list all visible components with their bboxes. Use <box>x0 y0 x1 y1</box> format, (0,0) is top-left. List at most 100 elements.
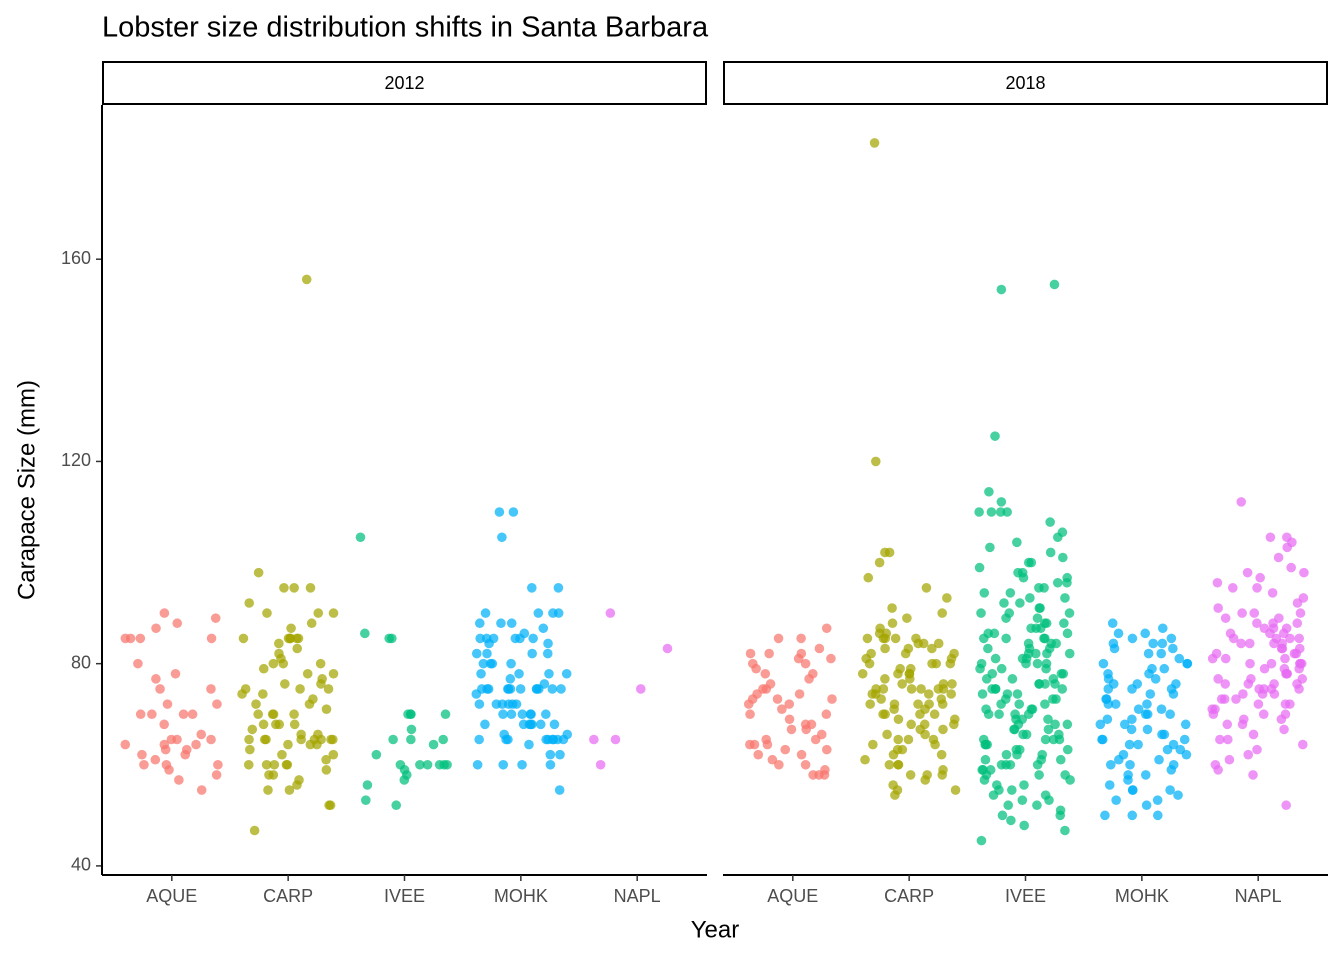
data-point <box>438 734 449 745</box>
data-point <box>1285 633 1295 644</box>
data-point <box>880 674 890 684</box>
data-point <box>147 709 157 720</box>
data-point <box>211 770 222 780</box>
data-point <box>533 608 544 618</box>
data-point <box>1289 648 1300 659</box>
data-point <box>283 739 293 750</box>
data-point <box>210 613 221 623</box>
data-point <box>950 785 961 795</box>
data-point <box>151 623 161 634</box>
data-point <box>485 658 496 669</box>
data-point <box>505 674 516 684</box>
data-point <box>774 759 784 770</box>
data-point <box>1062 744 1073 755</box>
data-point <box>1015 598 1025 608</box>
data-point <box>406 734 416 745</box>
data-point <box>1252 618 1262 629</box>
data-point <box>1156 648 1167 659</box>
data-point <box>1060 593 1070 603</box>
data-point <box>905 770 916 780</box>
data-point <box>1148 638 1158 649</box>
data-point <box>1001 613 1011 623</box>
data-point <box>876 694 886 704</box>
data-point <box>525 709 536 720</box>
data-point <box>1055 810 1066 821</box>
data-point <box>1062 628 1073 639</box>
data-point <box>999 598 1009 608</box>
data-point <box>945 658 956 669</box>
data-point <box>1142 724 1153 735</box>
data-point <box>1128 785 1138 795</box>
data-point <box>1113 628 1124 639</box>
data-point <box>1035 603 1045 613</box>
data-point <box>274 638 284 649</box>
data-point <box>760 668 771 679</box>
data-point <box>301 274 312 285</box>
data-point <box>151 674 161 684</box>
data-point <box>518 719 529 730</box>
x-tick-label: CARP <box>263 886 313 906</box>
data-point <box>328 608 339 618</box>
data-point <box>937 770 948 780</box>
data-point <box>280 679 290 689</box>
data-point <box>541 734 551 745</box>
data-point <box>1265 532 1276 543</box>
data-point <box>434 759 445 770</box>
data-point <box>328 668 339 679</box>
data-point <box>384 633 394 644</box>
data-point <box>249 825 260 836</box>
data-point <box>544 668 554 679</box>
data-point <box>635 684 646 694</box>
data-point <box>1257 689 1268 699</box>
data-point <box>480 608 491 618</box>
data-point <box>1213 603 1223 613</box>
data-point <box>865 699 875 709</box>
data-point <box>893 734 904 745</box>
data-point <box>561 668 572 679</box>
data-point <box>990 653 1001 664</box>
data-point <box>245 744 255 755</box>
data-point <box>1098 658 1109 669</box>
data-point <box>1294 663 1304 674</box>
data-point <box>360 628 370 639</box>
data-point <box>947 679 957 689</box>
data-point <box>1012 689 1023 699</box>
data-point <box>1104 780 1115 790</box>
data-point <box>821 744 832 755</box>
data-point <box>316 679 326 689</box>
data-point <box>821 623 832 634</box>
data-point <box>1276 643 1287 654</box>
data-point <box>821 709 832 720</box>
data-point <box>558 734 569 745</box>
data-point <box>1166 765 1177 775</box>
data-point <box>1100 810 1110 821</box>
data-point <box>1244 638 1255 649</box>
data-point <box>777 704 787 714</box>
data-point <box>440 709 451 720</box>
data-point <box>1236 497 1247 507</box>
data-point <box>292 643 303 654</box>
data-point <box>1032 800 1042 811</box>
chart-title: Lobster size distribution shifts in Sant… <box>102 12 709 44</box>
data-point <box>985 542 995 553</box>
data-point <box>979 775 990 785</box>
data-point <box>212 699 222 709</box>
data-point <box>1216 694 1227 704</box>
data-point <box>902 613 912 623</box>
data-point <box>1162 744 1173 755</box>
data-point <box>1059 618 1069 629</box>
data-point <box>472 759 483 770</box>
data-point <box>1267 588 1278 598</box>
data-point <box>796 749 807 760</box>
data-point <box>1040 734 1051 745</box>
data-point <box>1050 679 1060 689</box>
data-point <box>150 754 161 765</box>
data-point <box>554 785 565 795</box>
data-point <box>826 653 836 664</box>
data-point <box>1111 795 1121 805</box>
data-point <box>1040 633 1050 644</box>
data-point <box>996 759 1007 770</box>
data-point <box>1228 583 1238 593</box>
data-point <box>927 658 937 669</box>
